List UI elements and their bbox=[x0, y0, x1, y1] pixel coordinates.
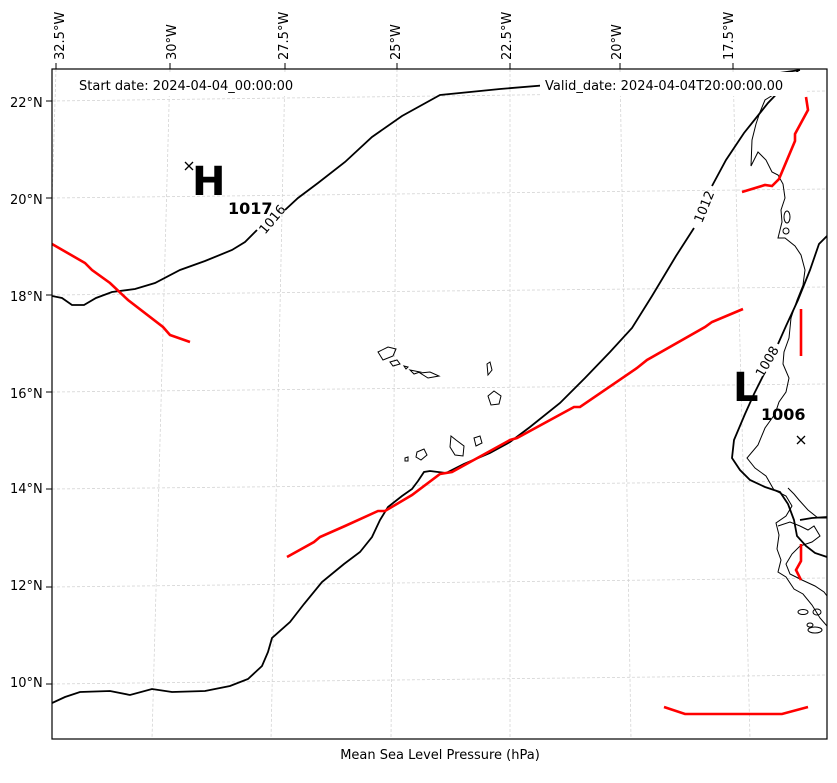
trough-south bbox=[663, 705, 809, 716]
island-maio bbox=[473, 435, 483, 447]
lon-label: 27.5°W bbox=[277, 11, 292, 60]
island-sao-nicolau-east bbox=[418, 371, 441, 379]
coastal-island bbox=[807, 626, 823, 634]
africa-coastline bbox=[746, 94, 827, 627]
map-caption: Mean Sea Level Pressure (hPa) bbox=[340, 748, 540, 763]
lat-label: 16°N bbox=[10, 387, 43, 402]
isobar-label-1012: 1012 bbox=[692, 189, 718, 225]
parallel-20n bbox=[52, 188, 827, 199]
isobar-1008-line bbox=[731, 235, 827, 558]
parallel-12n bbox=[52, 577, 827, 588]
island-sao-nicolau bbox=[408, 369, 422, 375]
lon-label: 30°W bbox=[165, 24, 180, 60]
coast-inlet bbox=[787, 487, 827, 519]
graticule bbox=[52, 69, 827, 739]
meridian-25w bbox=[390, 69, 398, 739]
trough-southeast-coast bbox=[794, 544, 803, 581]
valid-date-bg bbox=[540, 72, 806, 96]
center-markers bbox=[184, 161, 806, 445]
trough-northeast bbox=[741, 96, 810, 194]
coastal-island bbox=[812, 608, 822, 616]
lat-label: 22°N bbox=[10, 96, 43, 111]
high-pressure-symbol: H bbox=[192, 159, 225, 205]
lon-ticks bbox=[55, 63, 734, 69]
high-center-marker bbox=[184, 161, 194, 171]
isobar-1016-line bbox=[52, 69, 801, 306]
trough-central bbox=[286, 307, 744, 559]
parallel-16n bbox=[52, 383, 827, 393]
trough-northwest bbox=[52, 242, 191, 344]
low-center-marker bbox=[796, 435, 806, 445]
valid-date-label: Valid_date: 2024-04-04T20:00:00.00 bbox=[545, 79, 784, 94]
island-sao-vicente bbox=[389, 359, 401, 367]
lat-label: 20°N bbox=[10, 193, 43, 208]
lat-label: 14°N bbox=[10, 482, 43, 497]
cape-verde-islands bbox=[377, 346, 502, 462]
lon-label: 32.5°W bbox=[53, 11, 68, 60]
map-frame bbox=[51, 68, 828, 740]
coastal-island bbox=[782, 227, 790, 235]
lat-ticks bbox=[46, 100, 52, 685]
island-brava bbox=[404, 456, 409, 462]
meridian-32-5w bbox=[52, 69, 57, 217]
lon-label: 22.5°W bbox=[500, 11, 515, 60]
low-pressure-value: 1006 bbox=[761, 405, 806, 424]
lon-label: 17.5°W bbox=[722, 11, 737, 60]
island-santo-antao bbox=[377, 346, 397, 361]
lat-label: 12°N bbox=[10, 579, 43, 594]
island-santiago bbox=[449, 435, 465, 457]
start-date-label: Start date: 2024-04-04_00:00:00 bbox=[79, 79, 294, 94]
island-sal bbox=[486, 361, 493, 377]
lon-label: 25°W bbox=[389, 24, 404, 60]
parallel-10n bbox=[52, 674, 827, 685]
island-santa-luzia bbox=[402, 365, 409, 370]
start-date-bg bbox=[70, 72, 315, 96]
coastal-island bbox=[806, 622, 814, 628]
meridian-30w bbox=[151, 69, 171, 739]
lon-label: 20°W bbox=[610, 24, 625, 60]
island-boa-vista bbox=[487, 390, 502, 406]
coastal-island bbox=[783, 210, 791, 224]
meridian-20w bbox=[619, 69, 632, 739]
troughs bbox=[52, 96, 810, 716]
lat-label: 18°N bbox=[10, 290, 43, 305]
high-pressure-value: 1017 bbox=[228, 199, 273, 218]
lat-label: 10°N bbox=[10, 676, 43, 691]
coastal-island bbox=[797, 609, 809, 615]
isobar-1008-east bbox=[799, 516, 827, 521]
island-fogo bbox=[415, 448, 428, 461]
low-pressure-symbol: L bbox=[733, 365, 759, 411]
isobar-1012-line bbox=[52, 70, 799, 704]
parallel-18n bbox=[52, 286, 827, 296]
parallel-14n bbox=[52, 480, 827, 490]
coast-bijagos bbox=[777, 521, 827, 597]
meridian-27-5w bbox=[270, 69, 286, 739]
isobars bbox=[52, 69, 827, 704]
meridian-17-5w bbox=[732, 69, 751, 739]
